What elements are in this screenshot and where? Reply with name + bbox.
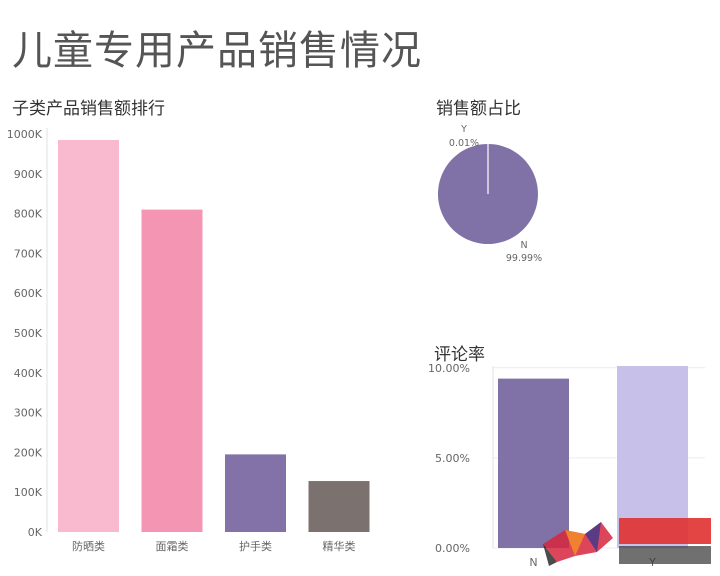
bar-n[interactable] bbox=[498, 378, 569, 548]
y-tick-label: 900K bbox=[14, 168, 43, 181]
review-rate-title: 评论率 bbox=[434, 345, 485, 365]
y-tick-label: 400K bbox=[14, 367, 43, 380]
x-tick-label: 护手类 bbox=[239, 539, 272, 553]
y-tick-label: 300K bbox=[14, 407, 43, 420]
x-tick-label: 精华类 bbox=[323, 539, 356, 553]
pie-label-y: Y bbox=[460, 124, 467, 135]
y-tick-label: 700K bbox=[14, 247, 43, 260]
bar-y[interactable] bbox=[617, 366, 688, 548]
bar-0[interactable] bbox=[58, 139, 119, 532]
bar-2[interactable] bbox=[225, 454, 286, 532]
y-tick-label: 5.00% bbox=[435, 452, 470, 465]
bar-3[interactable] bbox=[308, 481, 370, 532]
review-rate-chart: 0.00%5.00%10.00%NY bbox=[428, 362, 705, 569]
y-tick-label: 600K bbox=[14, 287, 43, 300]
y-tick-label: 1000K bbox=[7, 128, 43, 141]
x-tick-label: 防晒类 bbox=[72, 539, 105, 553]
x-tick-label: N bbox=[529, 556, 537, 569]
pie-value-y: 0.01% bbox=[449, 138, 479, 149]
y-tick-label: 500K bbox=[14, 327, 43, 340]
sales-share-pie: Y 0.01% N 99.99% bbox=[437, 124, 542, 264]
pie-value-n: 99.99% bbox=[506, 253, 542, 264]
sales-share-title: 销售额占比 bbox=[436, 99, 521, 119]
y-tick-label: 10.00% bbox=[428, 362, 470, 375]
y-tick-label: 200K bbox=[14, 446, 43, 459]
y-tick-label: 0K bbox=[28, 526, 43, 539]
sales-ranking-title: 子类产品销售额排行 bbox=[12, 99, 165, 119]
sales-ranking-chart: 0K 100K 200K 300K 400K 500K 600K 700K 800K 900K 10… bbox=[7, 128, 370, 553]
y-tick-label: 100K bbox=[14, 486, 43, 499]
y-tick-label: 800K bbox=[14, 208, 43, 221]
pie-label-n: N bbox=[520, 240, 527, 251]
x-tick-label: 面霜类 bbox=[156, 539, 189, 553]
bar-1[interactable] bbox=[141, 209, 203, 532]
page-title: 儿童专用产品销售情况 bbox=[12, 28, 422, 74]
watermark-logo bbox=[543, 518, 711, 566]
y-tick-label: 0.00% bbox=[435, 542, 470, 555]
